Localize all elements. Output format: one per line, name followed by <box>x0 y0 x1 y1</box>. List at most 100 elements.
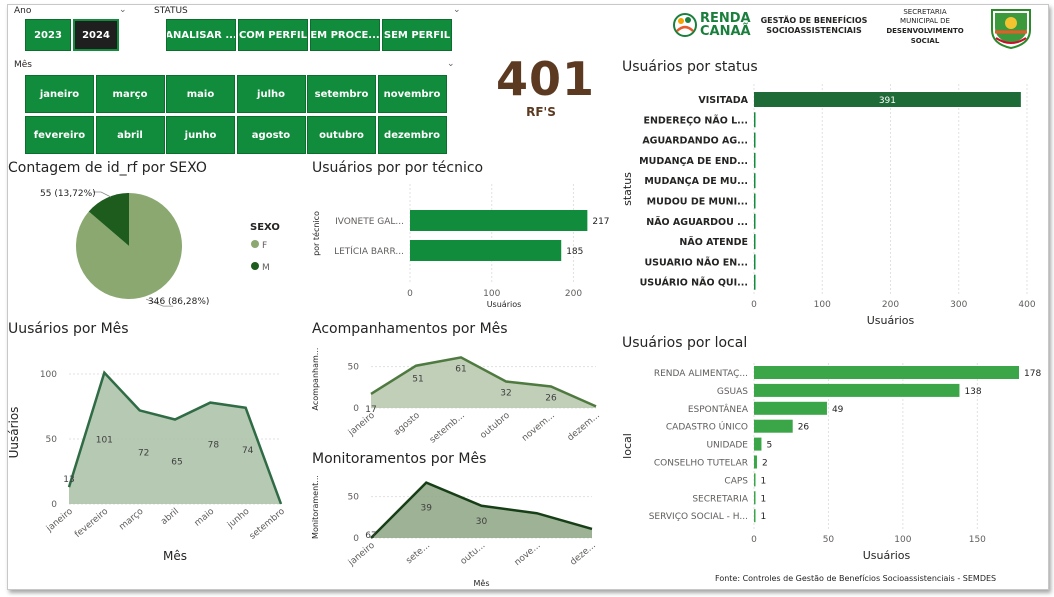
bar-caps <box>754 473 756 487</box>
data-label-janeiro: 17 <box>365 405 376 415</box>
pie-leader-m <box>93 191 112 198</box>
data-label-outubro: 32 <box>500 388 511 398</box>
data-label-visitada: 391 <box>879 96 896 106</box>
status-option-sem-perfil[interactable]: SEM PERFIL <box>382 19 452 51</box>
mes-option-novembro[interactable]: novembro <box>377 75 447 113</box>
category-label-cadastro-unico: CADASTRO ÚNICO <box>666 421 748 433</box>
category-label-leticia-barr: LETÍCIA BARR... <box>334 245 404 257</box>
status-slicer-chevron-down-icon[interactable]: ⌄ <box>453 5 461 15</box>
x-tick-label-200: 200 <box>565 289 582 299</box>
ano-option-2024[interactable]: 2024 <box>73 19 119 51</box>
x-tick-label-sete: sete... <box>404 541 432 567</box>
bar-conselho-tutelar <box>754 455 757 469</box>
bar-leticia-barr <box>410 240 562 261</box>
x-tick-label-400: 400 <box>1018 300 1035 310</box>
category-label-espontanea: ESPONTÂNEA <box>688 403 749 415</box>
category-label-mudanca-de-mu: MUDANÇA DE MU... <box>644 176 748 187</box>
data-label-leticia-barr: 185 <box>566 247 583 257</box>
x-tick-label-300: 300 <box>950 300 967 310</box>
category-label-ivonete-gal: IVONETE GAL... <box>335 217 404 227</box>
pie-legend-marker-f <box>251 240 259 248</box>
y-tick-label-100: 100 <box>40 370 57 380</box>
ano-option-2023[interactable]: 2023 <box>25 19 71 51</box>
data-label-servico-social-h: 1 <box>761 512 767 522</box>
mes-option-outubro[interactable]: outubro <box>307 116 376 154</box>
ano-slicer-chevron-down-icon[interactable]: ⌄ <box>119 5 127 15</box>
bar-secretaria <box>754 491 756 505</box>
renda-canaa-logo-icon <box>673 13 697 37</box>
y-axis-title: Acompanham... <box>311 348 320 411</box>
mes-option-janeiro[interactable]: janeiro <box>25 75 94 113</box>
renda-canaa-logo: RENDA CANAÃ <box>672 10 752 44</box>
data-label-conselho-tutelar: 2 <box>762 459 768 469</box>
y-tick-label-0: 0 <box>353 534 359 544</box>
local-chart-title: Usuários por local <box>622 335 748 351</box>
mes-option-maio[interactable]: maio <box>166 75 235 113</box>
category-label-mudanca-de-end: MUDANÇA DE END... <box>639 156 748 167</box>
x-tick-label-setemb: setemb... <box>428 411 467 446</box>
pie-data-label-m: 55 (13,72%) <box>40 189 96 199</box>
data-label-setemb: 61 <box>455 364 466 374</box>
data-label-fevereiro: 101 <box>96 436 113 446</box>
mes-option-dezembro[interactable]: dezembro <box>377 116 447 154</box>
category-label-nao-atende: NÃO ATENDE <box>679 237 748 248</box>
mes-chart-title: Uusários por Mês <box>8 321 129 337</box>
y-axis-title: Monitorament... <box>311 475 320 539</box>
bar-renda-alimentac <box>754 366 1019 379</box>
category-label-usuario-nao-en: USUARIO NÃO EN... <box>644 257 748 268</box>
bar-visitada <box>754 92 1021 107</box>
category-label-secretaria: SECRETARIA <box>692 494 748 504</box>
area-line <box>67 370 283 505</box>
status-chart-title: Usuários por status <box>622 59 758 75</box>
mes-slicer-title: Mês <box>14 60 32 70</box>
pie-legend-label-m: M <box>262 263 270 273</box>
mes-option-marco[interactable]: março <box>95 75 165 113</box>
data-label-janeiro: 67 <box>365 531 376 541</box>
x-tick-label-100: 100 <box>483 289 500 299</box>
mes-option-julho[interactable]: julho <box>236 75 306 113</box>
mes-option-junho[interactable]: junho <box>166 116 235 154</box>
bar-gsuas <box>754 383 960 397</box>
area-line <box>370 481 593 539</box>
status-option-em-proce[interactable]: EM PROCE... <box>310 19 380 51</box>
x-tick-label-fevereiro: fevereiro <box>73 506 111 540</box>
mes-option-abril[interactable]: abril <box>95 116 165 154</box>
x-axis-title: Usuários <box>863 549 911 562</box>
tecnico-chart-title: Usuários por por técnico <box>312 160 484 176</box>
x-tick-label-nove: nove... <box>513 541 543 568</box>
data-label-espontanea: 49 <box>832 405 844 415</box>
status-slicer-title: STATUS <box>154 6 188 16</box>
x-tick-label-marco: março <box>118 506 146 532</box>
gestao-beneficios-text: GESTÃO DE BENEFÍCIOS SOCIOASSISTENCIAIS <box>760 16 868 35</box>
area-line <box>370 356 597 408</box>
x-tick-label-agosto: agosto <box>392 410 422 438</box>
area-fill <box>371 482 592 538</box>
data-label-sete: 39 <box>421 504 433 514</box>
status-option-com-perfil[interactable]: COM PERFIL <box>238 19 308 51</box>
mes-slicer-chevron-down-icon[interactable]: ⌄ <box>447 59 455 69</box>
y-axis-title: local <box>621 433 634 459</box>
x-tick-label-janeiro: janeiro <box>346 540 377 568</box>
mes-option-setembro[interactable]: setembro <box>307 75 376 113</box>
bar-cadastro-unico <box>754 419 793 433</box>
x-tick-label-maio: maio <box>193 506 217 528</box>
category-label-usuario-nao-qui: USUÁRIO NÃO QUI... <box>640 277 748 289</box>
mes-option-fevereiro[interactable]: fevereiro <box>25 116 94 154</box>
sexo-pie-chart: 346 (86,28%) 55 (13,72%) SEXO F M <box>40 189 280 307</box>
data-label-novem: 26 <box>545 393 557 403</box>
x-tick-label-0: 0 <box>407 289 413 299</box>
data-label-unidade: 5 <box>766 441 772 451</box>
pie-legend-marker-m <box>251 262 259 270</box>
footer-source: Fonte: Controles de Gestão de Benefícios… <box>715 574 997 583</box>
tecnico-bar-chart: 0 100 200 IVONETE GAL... 217 LETÍCIA BARR... 1… <box>311 184 610 309</box>
x-tick-label-0: 0 <box>751 535 757 545</box>
sexo-chart-title: Contagem de id_rf por SEXO <box>8 160 207 176</box>
category-label-unidade: UNIDADE <box>706 441 748 451</box>
data-label-maio: 78 <box>208 441 220 451</box>
monit-chart-title: Monitoramentos por Mês <box>312 451 487 467</box>
status-option-analisar[interactable]: ANALISAR ... <box>166 19 236 51</box>
mes-option-agosto[interactable]: agosto <box>236 116 306 154</box>
x-axis-title: Mês <box>163 549 187 563</box>
kpi-label: RF'S <box>526 105 556 119</box>
